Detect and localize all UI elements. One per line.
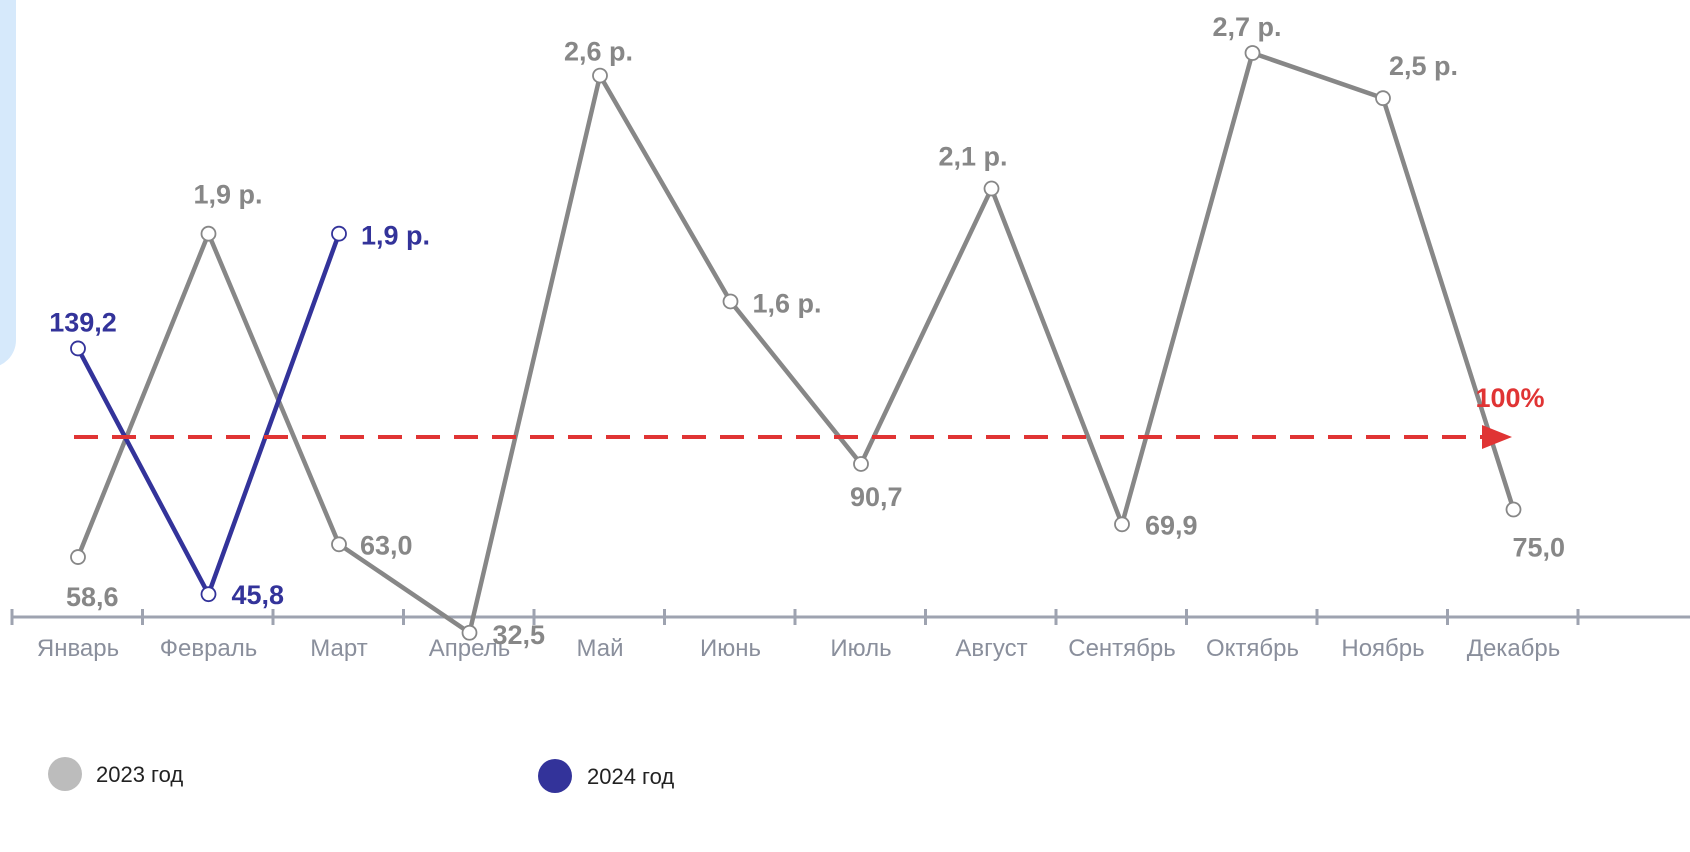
data-label: 139,2 xyxy=(49,307,117,337)
reference-arrow-head xyxy=(1482,425,1512,449)
legend-label: 2023 год xyxy=(96,762,183,787)
reference-line-label: 100% xyxy=(1475,383,1544,413)
data-point xyxy=(983,180,1000,197)
x-tick-label: Май xyxy=(576,635,623,662)
reference-line-group: 100% xyxy=(74,383,1545,449)
data-point xyxy=(592,67,608,84)
x-tick-label: Январь xyxy=(37,635,119,662)
x-tick-label: Март xyxy=(310,635,367,662)
data-label: 32,5 xyxy=(493,620,546,650)
series-line-2 xyxy=(76,232,342,597)
data-label: 75,0 xyxy=(1513,533,1566,563)
x-tick-label: Декабрь xyxy=(1467,635,1561,662)
data-label: 63,0 xyxy=(360,530,413,560)
legend: 2023 год 2024 год xyxy=(48,757,674,793)
data-label: 45,8 xyxy=(232,580,285,610)
series-lines xyxy=(75,50,1516,635)
data-point xyxy=(70,340,86,357)
data-point xyxy=(461,624,478,641)
data-label: 1,6 р. xyxy=(753,288,822,318)
data-label: 69,9 xyxy=(1145,510,1198,540)
x-axis: Январь Февраль Март Апрель Май Июнь Июль Август… xyxy=(10,609,1690,662)
legend-swatch xyxy=(538,759,572,793)
x-tick-label: Сентябрь xyxy=(1068,635,1176,662)
data-label: 2,5 р. xyxy=(1389,51,1458,81)
data-label: 1,9 р. xyxy=(361,221,430,251)
data-point xyxy=(722,293,739,310)
x-tick-label: Ноябрь xyxy=(1341,635,1424,662)
data-label: 1,9 р. xyxy=(194,180,263,210)
legend-label: 2024 год xyxy=(587,764,674,789)
data-label: 2,1 р. xyxy=(939,142,1008,172)
x-tick-label: Февраль xyxy=(160,635,258,662)
data-point xyxy=(1244,45,1261,61)
x-tick-label: Октябрь xyxy=(1206,635,1299,662)
data-point xyxy=(853,456,869,472)
series-points xyxy=(70,45,1522,641)
data-label: 90,7 xyxy=(850,482,903,512)
data-label: 58,6 xyxy=(66,582,119,612)
data-point xyxy=(1375,90,1391,107)
legend-swatch xyxy=(48,757,82,791)
data-labels: 58,6 1,9 р. 63,0 32,5 2,6 р. 1,6 р. 90,7 2,1 р.… xyxy=(49,12,1565,650)
data-point xyxy=(200,586,217,603)
x-tick-label: Июль xyxy=(830,635,891,662)
x-tick-label: Август xyxy=(955,635,1027,662)
data-point xyxy=(200,225,217,242)
data-point xyxy=(331,225,347,242)
series-line-1 xyxy=(75,50,1516,635)
data-label: 2,7 р. xyxy=(1213,12,1282,42)
data-point xyxy=(331,536,347,553)
x-tick-label: Июнь xyxy=(700,635,761,662)
data-label: 2,6 р. xyxy=(564,37,633,67)
data-point xyxy=(70,549,86,565)
data-point xyxy=(1505,501,1522,518)
side-panel xyxy=(0,0,16,368)
data-point xyxy=(1114,516,1130,533)
